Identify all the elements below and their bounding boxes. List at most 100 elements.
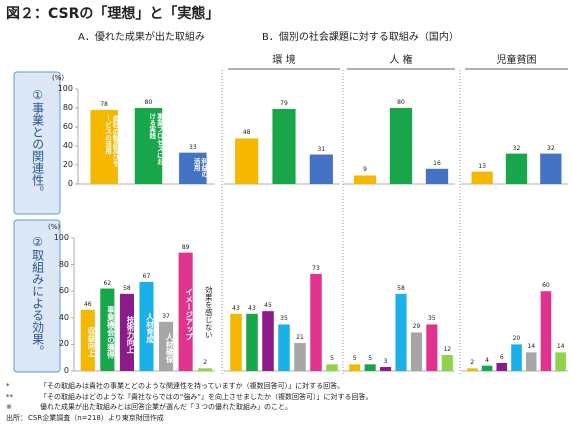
value-label: 80: [397, 99, 405, 106]
value-label: 13: [478, 162, 486, 170]
category-label: 自社の製品及びサービスの活用: [103, 114, 119, 167]
y-axis-label: (%): [52, 74, 65, 82]
footnote: 「その取組みはどのような『貴社ならではの“強み”』を向上させましたか（複数回答可…: [40, 392, 373, 401]
value-label: 20: [512, 335, 521, 343]
bar: [326, 364, 338, 371]
bar: [272, 108, 296, 184]
y-axis-label: (%): [48, 223, 61, 231]
bar: [80, 309, 95, 371]
value-label: 35: [428, 315, 436, 323]
bar: [309, 154, 333, 184]
category-label: 人材確保: [165, 333, 175, 364]
value-label: 32: [547, 144, 555, 152]
bar: [294, 343, 306, 371]
bar: [467, 368, 478, 371]
value-label: 21: [296, 334, 304, 342]
value-label: 79: [280, 99, 288, 107]
bar: [198, 368, 213, 371]
separators: [221, 70, 461, 376]
y-tick-label: 40: [58, 312, 69, 322]
category-label: 利益の活用: [192, 157, 208, 178]
value-label: 6: [499, 354, 504, 362]
subheader: 環 境: [272, 55, 296, 66]
value-label: 5: [368, 355, 373, 363]
bar: [555, 352, 566, 371]
row-label: ②取組みによる効果。: [30, 235, 45, 357]
row-label: ①事業との関連性。: [30, 88, 45, 198]
value-label: 14: [527, 343, 536, 351]
bar: [310, 273, 322, 371]
y-tick-label: 60: [58, 286, 69, 296]
value-label: 4: [485, 356, 489, 364]
bar: [425, 168, 449, 184]
bar: [230, 313, 242, 371]
value-label: 3: [383, 358, 388, 365]
value-label: 48: [242, 129, 251, 137]
value-label: 89: [181, 243, 190, 251]
value-label: 5: [352, 355, 357, 363]
category-label: 収益向上: [86, 327, 96, 358]
bar: [349, 364, 361, 371]
bar: [119, 293, 134, 371]
value-label: 29: [412, 323, 421, 331]
row-box: [13, 71, 61, 215]
footnote-mark: 出所：: [6, 413, 27, 422]
bar: [90, 109, 118, 184]
bar: [179, 152, 207, 184]
title: 図２：CSRの「理想」と「実態」: [6, 6, 220, 22]
bar: [410, 332, 422, 371]
bar: [395, 293, 407, 371]
value-label: 58: [397, 284, 405, 292]
category-label: 技術力向上: [125, 315, 135, 354]
y-tick-label: 60: [62, 122, 73, 131]
subheader: 人 権: [389, 55, 413, 66]
y-tick-label: 0: [63, 366, 69, 375]
column-header: A．優れた成果が出た取組み: [78, 32, 205, 43]
y-tick-label: 80: [58, 259, 69, 269]
bar: [235, 138, 259, 184]
value-label: 31: [317, 145, 326, 153]
value-label: 33: [189, 143, 197, 151]
value-label: 43: [248, 304, 256, 312]
footnote-mark: **: [6, 392, 13, 401]
bar: [441, 355, 453, 371]
bar: [540, 291, 552, 371]
value-label: 9: [363, 166, 367, 174]
bar: [278, 324, 290, 371]
category-label: 事業機会の獲得: [106, 305, 116, 359]
bar: [389, 108, 413, 184]
value-label: 45: [264, 302, 272, 310]
value-label: 37: [162, 312, 170, 320]
bar: [511, 344, 522, 371]
value-label: 60: [542, 282, 550, 290]
y-tick-label: 20: [58, 339, 69, 349]
value-label: 16: [433, 159, 441, 167]
footnote: 優れた成果が出た取組みとは回答企業が選んだ「３つの優れた取組み」のこと。: [40, 403, 292, 411]
y-tick-label: 100: [57, 84, 73, 93]
footnote: CSR企業調査（n=218）より東京財団作成: [28, 413, 164, 422]
bar: [426, 324, 438, 371]
category-label: 効果を感じない: [204, 286, 214, 339]
bar: [525, 352, 537, 371]
category-label: 事業プロセスにおける実践: [147, 113, 164, 165]
bar: [178, 252, 193, 371]
value-label: 2: [203, 359, 208, 367]
bar: [505, 153, 528, 184]
value-label: 2: [470, 359, 475, 367]
bar: [159, 321, 174, 371]
footnote-mark: *: [6, 382, 10, 390]
footnote: 「その取組みは貴社の事業とどのような関連性を持っていますか（複数回答可）」に対す…: [40, 382, 345, 390]
category-label: 人材育成: [145, 313, 155, 344]
bar: [246, 313, 258, 371]
value-label: 5: [330, 355, 334, 363]
y-tick-label: 80: [62, 103, 73, 112]
value-label: 35: [280, 315, 288, 323]
value-label: 80: [144, 99, 153, 106]
column-header: B．個別の社会課題に対する取組み（国内）: [262, 32, 459, 43]
bar: [380, 367, 392, 371]
y-tick-label: 0: [67, 179, 73, 188]
row-box: [13, 219, 61, 373]
value-label: 12: [443, 346, 452, 354]
